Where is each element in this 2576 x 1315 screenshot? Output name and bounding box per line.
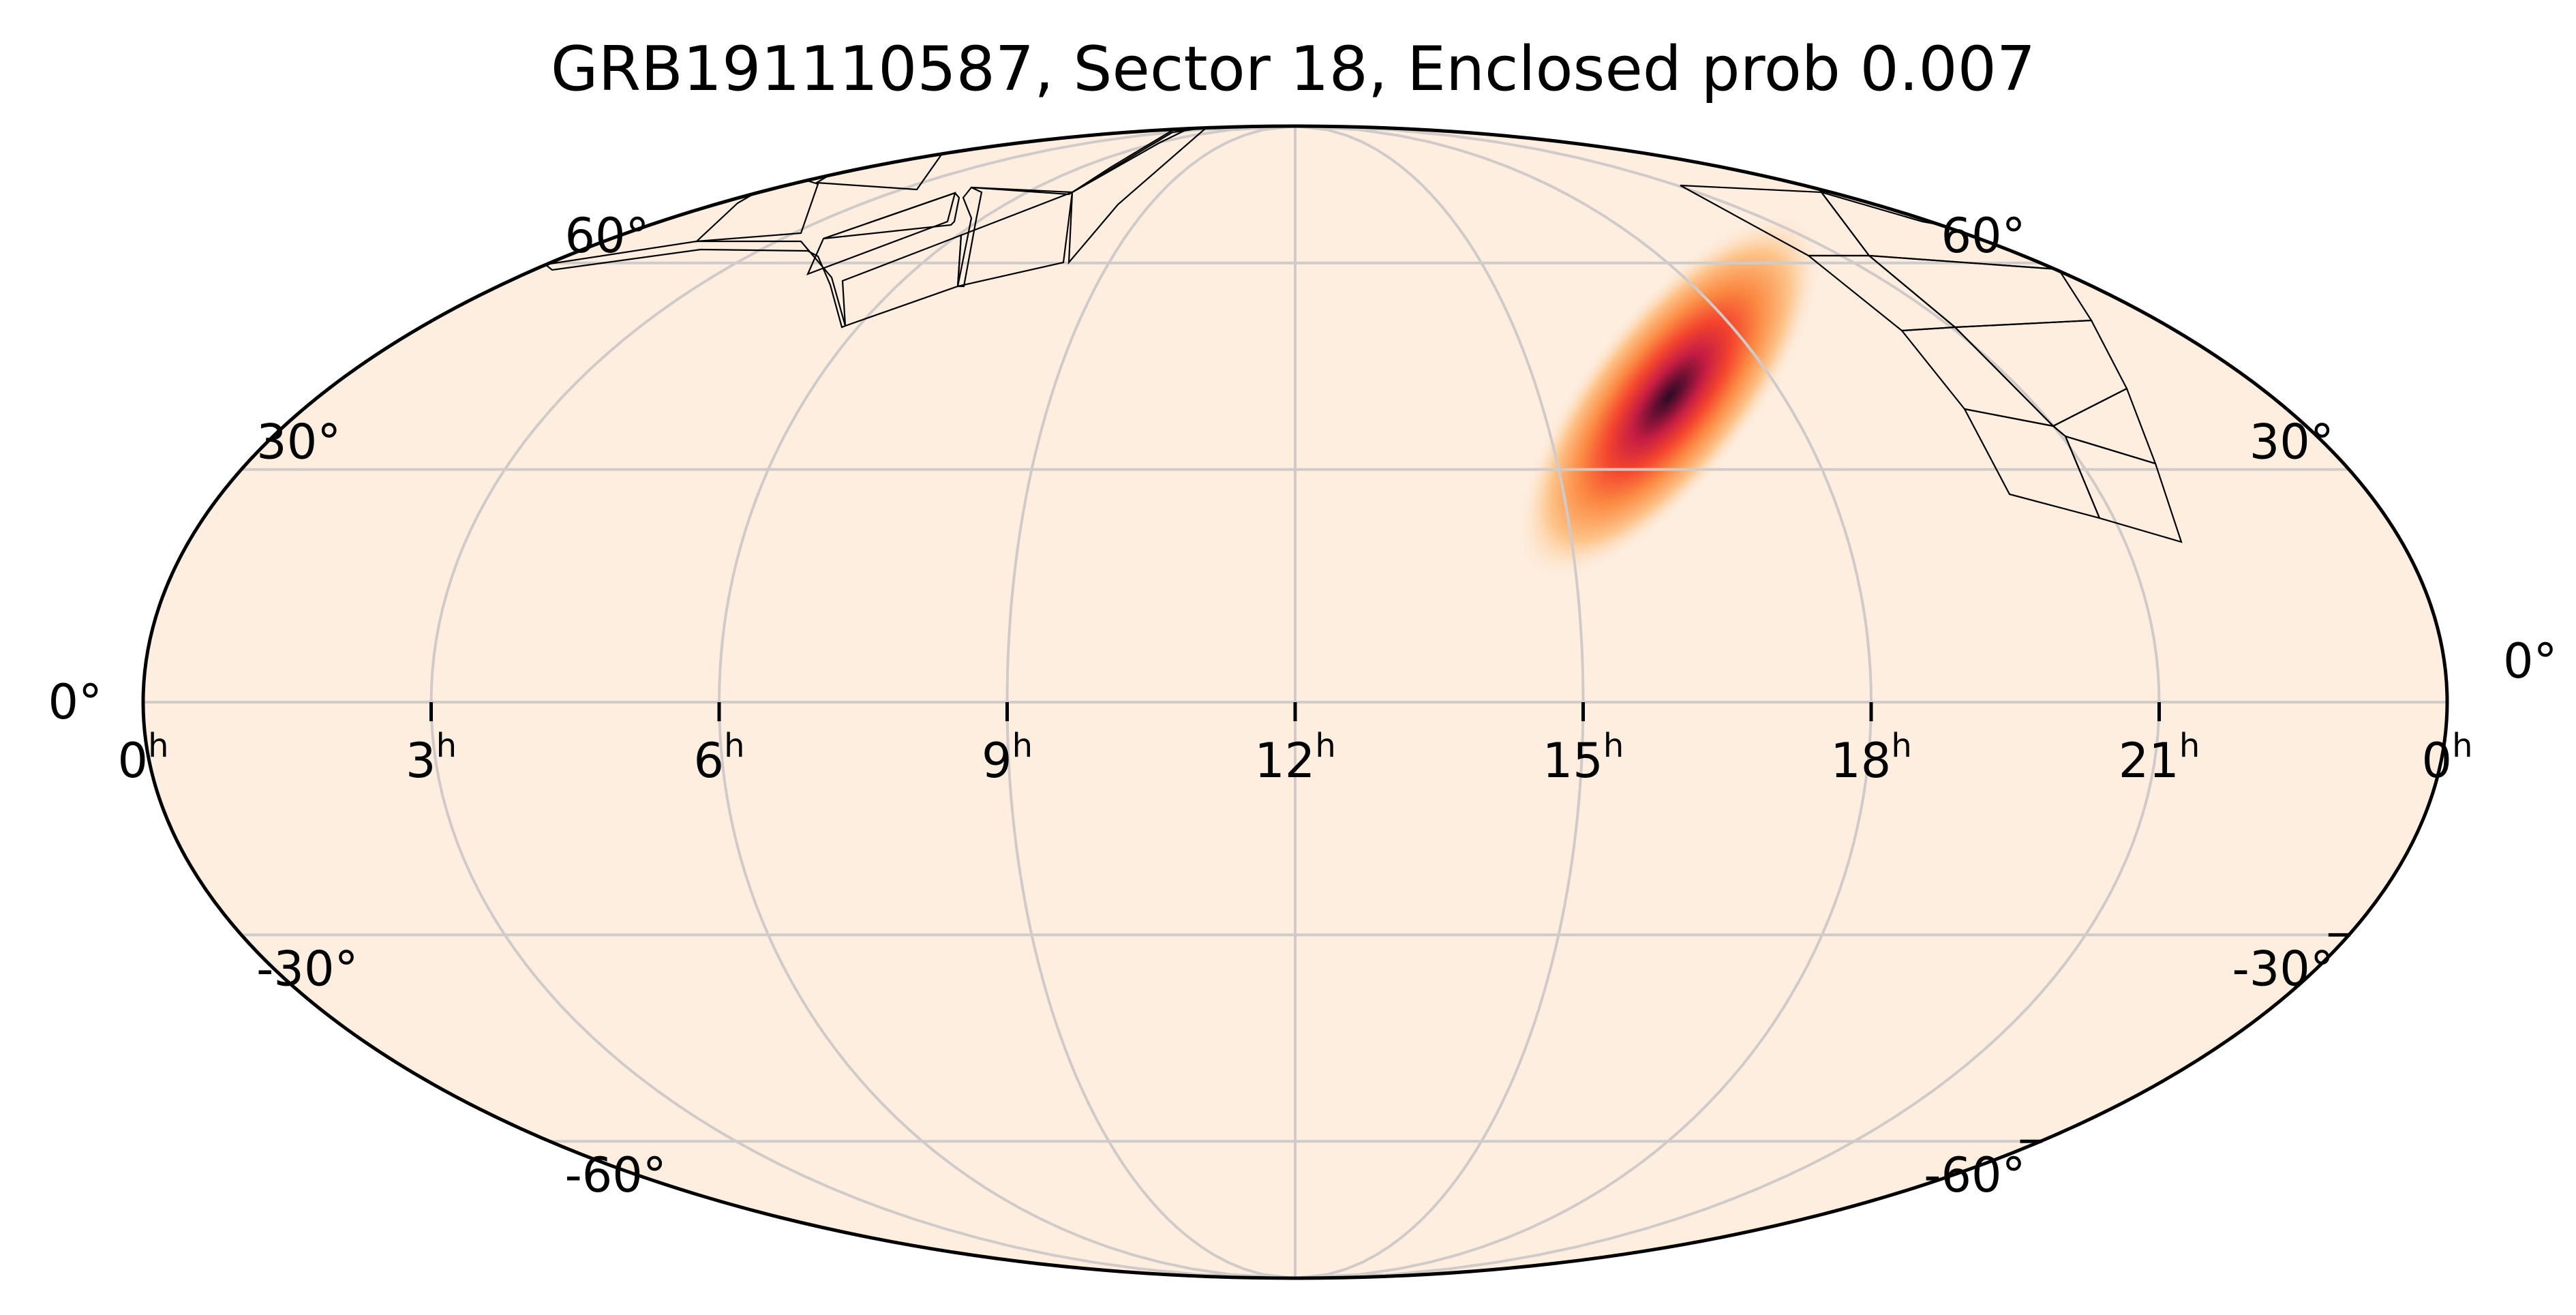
dec-tick-label-right: 30° — [256, 414, 341, 470]
dec-tick-label-left: 30° — [2249, 414, 2334, 470]
ra-tick-label: 9h — [982, 727, 1033, 789]
ra-tick-label: 0h — [2422, 727, 2473, 789]
dec-tick-label-right: -30° — [256, 941, 358, 997]
dec-tick-label-left: -30° — [2232, 941, 2333, 997]
axis-ticks: 0h 21h 18h 15h 12h 9h 6h 3h 0h 60° 60° 30° 30° 0° 0° -3… — [48, 208, 2557, 1203]
camera-footprint — [543, 240, 847, 329]
dec-tick-label-right: 60° — [564, 208, 649, 264]
ra-tick-label: 12h — [1254, 727, 1336, 789]
camera-footprint — [823, 192, 960, 240]
dec-tick-label-left: 0° — [48, 674, 102, 730]
ra-tick-label: 21h — [2119, 727, 2200, 789]
camera-footprint — [956, 191, 1074, 288]
dec-tick-label-left: 60° — [1941, 208, 2025, 264]
ra-tick-label: 15h — [1543, 727, 1624, 789]
dec-tick-label-right: 0° — [2503, 633, 2558, 689]
ra-tick-label: 6h — [694, 727, 745, 789]
probability-heatmap-layer — [1515, 211, 1823, 581]
probability-peak-region — [1515, 211, 1823, 581]
camera-footprint — [1067, 126, 1209, 265]
ra-tick-label: 18h — [1830, 727, 1912, 789]
chart-title: GRB191110587, Sector 18, Enclosed prob 0… — [551, 33, 2035, 105]
sky-outline — [141, 124, 2449, 1280]
dec-tick-label-right: -60° — [564, 1147, 666, 1203]
ra-tick-label: 3h — [406, 727, 457, 789]
ra-tick-label: 0h — [118, 727, 169, 789]
camera-footprint — [2064, 435, 2183, 543]
dec-tick-label-left: -60° — [1924, 1147, 2025, 1203]
